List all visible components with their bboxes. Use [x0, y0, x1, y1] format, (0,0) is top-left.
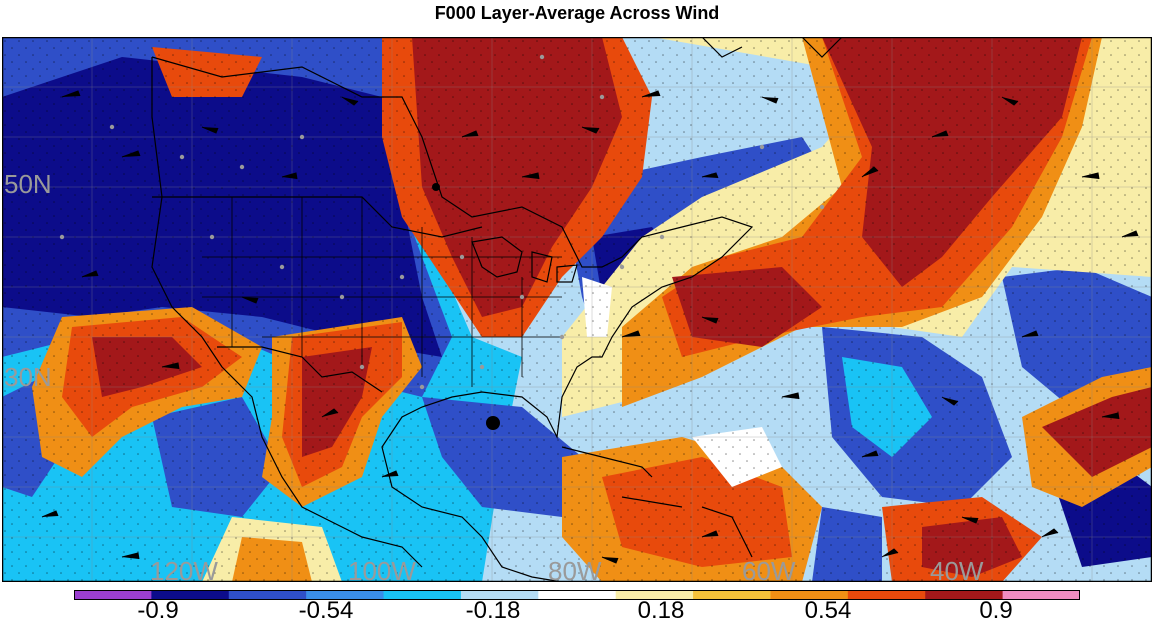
colorbar-bin: [847, 590, 926, 600]
storm-center-marker: [486, 416, 500, 430]
us-mexico-border: [217, 346, 383, 393]
greenland-coast: [701, 37, 843, 58]
colorbar-bin: [693, 590, 771, 600]
lon-label-80w: 80W: [548, 556, 602, 582]
wind-barbs: [41, 90, 1139, 564]
lon-label-60w: 60W: [742, 556, 796, 582]
colorbar-bin: [925, 590, 1004, 600]
caribbean-islands: [561, 446, 753, 558]
pacific-coastline: [151, 57, 423, 568]
colorbar-label: -0.54: [298, 597, 354, 624]
great-lakes: [471, 236, 578, 283]
lon-label-100w: 100W: [348, 556, 416, 582]
lon-label-40w: 40W: [930, 556, 984, 582]
colorbar-label: 0.18: [637, 597, 685, 624]
colorbar: [74, 590, 1080, 600]
colorbar-bin: [615, 590, 694, 600]
colorbar-bin: [1002, 590, 1080, 600]
map-frame: [2, 37, 1152, 582]
colorbar-label: -0.9: [137, 597, 179, 624]
station-dots: [59, 54, 825, 390]
chart-title: F000 Layer-Average Across Wind: [434, 3, 720, 23]
colorbar-bin: [383, 590, 462, 600]
colorbar-bin: [151, 590, 230, 600]
colorbar-bin: [460, 590, 539, 600]
state-lines: [202, 197, 562, 387]
colorbar-label: 0.9: [979, 597, 1013, 624]
lat-label-50n: 50N: [4, 169, 52, 199]
lat-label-30n: 30N: [4, 362, 52, 392]
significance-stippling: [2, 37, 1152, 582]
colorbar-bin: [228, 590, 307, 600]
colorbar-bin: [306, 590, 385, 600]
lat-lon-grid: [2, 37, 1152, 582]
station-marker-north: [432, 183, 440, 191]
colorbar-label: -0.18: [465, 597, 521, 624]
us-canada-border: [152, 196, 483, 238]
colorbar-bins: [74, 590, 1080, 600]
map-panel: 50N 30N 120W 100W 80W 60W 40W: [2, 37, 1152, 582]
lon-label-120w: 120W: [150, 556, 218, 582]
north-america-coastline: [151, 56, 754, 582]
colorbar-label: 0.54: [804, 597, 852, 624]
coastlines-and-borders: [151, 37, 843, 582]
colorbar-bin: [74, 590, 152, 600]
colorbar-bin: [770, 590, 849, 600]
colorbar-bin: [538, 590, 617, 600]
